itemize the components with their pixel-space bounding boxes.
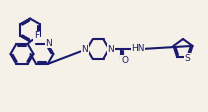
- Text: O: O: [121, 56, 128, 65]
- Text: HN: HN: [131, 43, 145, 53]
- Text: F: F: [34, 31, 39, 40]
- Text: S: S: [184, 54, 190, 63]
- Text: N: N: [108, 44, 114, 54]
- Text: N: N: [82, 44, 88, 54]
- Text: N: N: [45, 39, 52, 47]
